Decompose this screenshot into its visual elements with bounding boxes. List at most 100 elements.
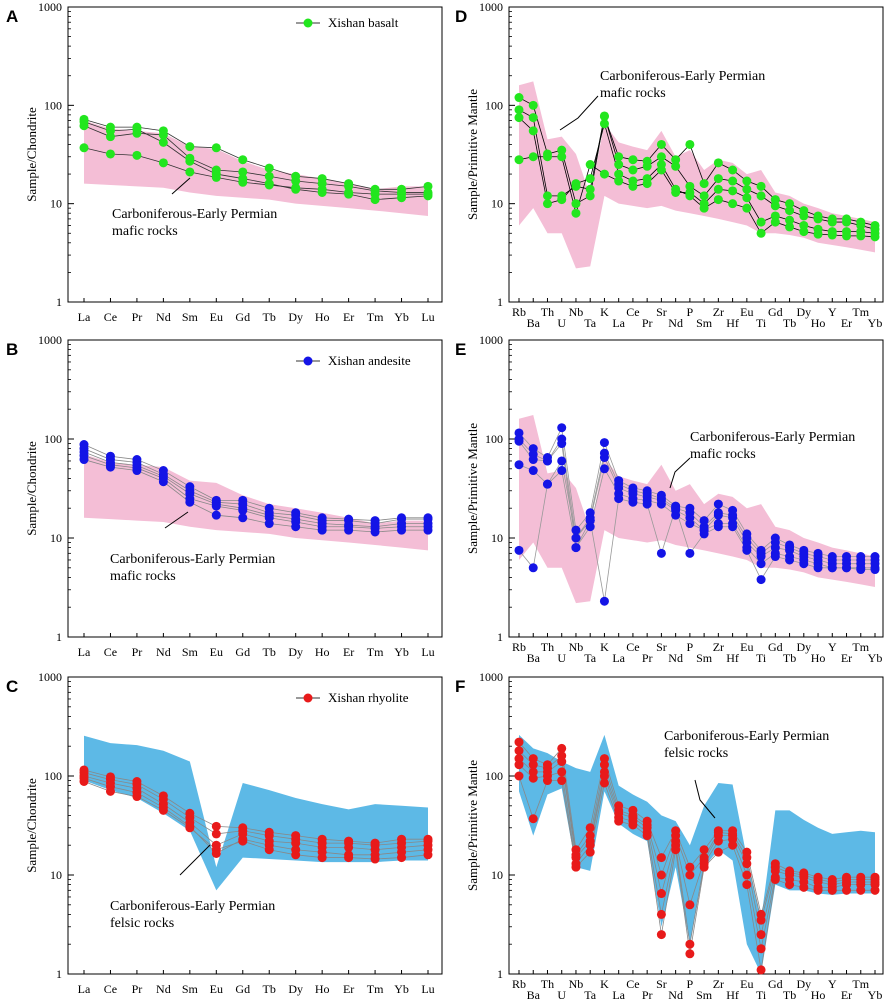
x-tick-label: Nd xyxy=(668,651,683,665)
data-point xyxy=(799,211,809,221)
data-point xyxy=(571,208,581,218)
plot-frame xyxy=(508,676,884,975)
y-tick-label: 1000 xyxy=(38,0,62,14)
data-point xyxy=(185,823,195,833)
data-point xyxy=(238,174,248,184)
data-point xyxy=(770,552,780,562)
data-point xyxy=(571,199,581,209)
y-tick-label: 1 xyxy=(56,967,62,981)
data-point xyxy=(317,853,327,863)
x-tick-label: Eu xyxy=(740,305,753,319)
data-point xyxy=(770,195,780,205)
data-point xyxy=(599,778,609,788)
data-point xyxy=(158,805,168,815)
data-point xyxy=(238,155,248,165)
data-point xyxy=(742,880,752,890)
data-point xyxy=(842,217,852,227)
annotation-line1: Carboniferous-Early Permian xyxy=(110,899,275,914)
data-point xyxy=(656,889,666,899)
annotation-leader xyxy=(164,511,189,529)
x-tick-label: Eu xyxy=(740,977,753,991)
data-point xyxy=(614,494,624,504)
data-point xyxy=(799,227,809,237)
y-axis-label: Sample/Chondrite xyxy=(24,107,39,202)
x-tick-label: Gd xyxy=(768,977,783,991)
data-point xyxy=(685,939,695,949)
x-tick-label: Nd xyxy=(156,310,171,324)
x-tick-label: Yb xyxy=(868,988,883,1000)
annotation-leader xyxy=(559,95,599,131)
data-point xyxy=(211,501,221,511)
field-area xyxy=(84,735,428,891)
data-point xyxy=(158,158,168,168)
x-tick-label: Ba xyxy=(527,651,541,665)
data-point xyxy=(671,510,681,520)
data-point xyxy=(642,161,652,171)
data-point xyxy=(728,186,738,196)
data-point xyxy=(557,757,567,767)
data-point xyxy=(656,853,666,863)
data-point xyxy=(656,548,666,558)
annotation-line2: mafic rocks xyxy=(600,86,666,101)
data-point xyxy=(685,139,695,149)
x-tick-label: Er xyxy=(841,316,852,330)
data-point xyxy=(756,228,766,238)
annotation-leader xyxy=(694,779,716,819)
data-point xyxy=(713,174,723,184)
data-point xyxy=(628,820,638,830)
data-point xyxy=(514,436,524,446)
data-point xyxy=(317,525,327,535)
panel-E: 1 10 100 1000 Sample/Primitive Mantle RbBaThU… xyxy=(455,333,884,665)
x-tick-label: Ho xyxy=(315,645,330,659)
x-tick-label: Eu xyxy=(210,645,223,659)
x-tick-label: La xyxy=(78,310,91,324)
x-tick-label: Zr xyxy=(713,305,724,319)
data-point xyxy=(699,179,709,189)
data-point xyxy=(728,165,738,175)
data-point xyxy=(628,155,638,165)
y-tick-label: 1000 xyxy=(479,0,503,14)
data-point xyxy=(585,184,595,194)
x-tick-label: Eu xyxy=(210,982,223,996)
y-tick-label: 1000 xyxy=(38,670,62,684)
data-point xyxy=(557,743,567,753)
data-point xyxy=(185,497,195,507)
data-point xyxy=(185,156,195,166)
x-tick-label: Nd xyxy=(668,316,683,330)
data-point xyxy=(685,870,695,880)
data-point xyxy=(105,786,115,796)
x-tick-label: Sm xyxy=(182,982,199,996)
data-point xyxy=(685,191,695,201)
data-point xyxy=(742,853,752,863)
panel-label: E xyxy=(455,340,466,359)
data-point xyxy=(158,477,168,487)
x-tick-label: P xyxy=(687,640,694,654)
data-point xyxy=(799,559,809,569)
data-point xyxy=(742,870,752,880)
x-tick-label: Tb xyxy=(263,645,276,659)
plot-frame xyxy=(508,339,884,638)
data-point xyxy=(370,195,380,205)
data-point xyxy=(699,516,709,526)
data-point xyxy=(713,195,723,205)
data-point xyxy=(264,179,274,189)
data-point xyxy=(528,113,538,123)
data-point xyxy=(514,545,524,555)
x-tick-label: Yb xyxy=(868,651,883,665)
data-point xyxy=(514,105,524,115)
data-point xyxy=(756,181,766,191)
x-tick-label: Lu xyxy=(421,645,434,659)
x-tick-label: Pr xyxy=(642,988,653,1000)
data-point xyxy=(713,836,723,846)
data-point xyxy=(528,152,538,162)
x-tick-label: Er xyxy=(841,651,852,665)
data-point xyxy=(557,776,567,786)
data-point xyxy=(671,184,681,194)
y-tick-label: 1 xyxy=(497,295,503,309)
data-point xyxy=(585,174,595,184)
y-tick-label: 1 xyxy=(497,630,503,644)
x-tick-label: La xyxy=(612,316,625,330)
data-point xyxy=(770,875,780,885)
y-tick-label: 10 xyxy=(491,531,503,545)
data-point xyxy=(813,563,823,573)
